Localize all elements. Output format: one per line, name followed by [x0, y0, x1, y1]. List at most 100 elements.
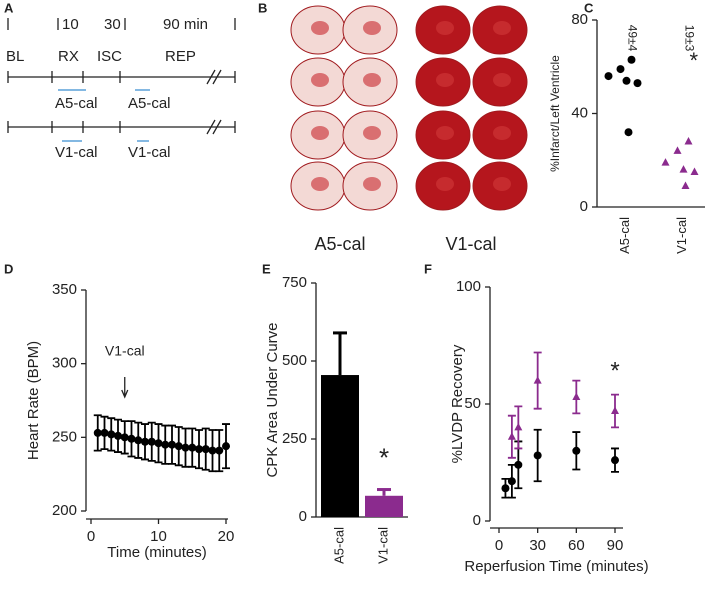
data-point [684, 137, 693, 145]
slice-lumen [311, 21, 329, 35]
timeline-ticks [7, 119, 236, 135]
data-point [215, 446, 224, 455]
x-tick-label: 60 [568, 537, 585, 554]
data-point [572, 446, 581, 455]
y-tick-label: 0 [473, 512, 481, 529]
data-point [572, 392, 581, 400]
data-point [673, 146, 682, 154]
y-axis-title: %Infarct/Left Ventricle [548, 55, 562, 172]
data-point [168, 440, 176, 449]
data-point [208, 446, 217, 455]
phase: BL [6, 48, 24, 65]
protocol-diagram: A 10 30 90 min BL RX ISC REP A5-cal A5-c… [4, 0, 236, 161]
row-label: A5-cal [128, 95, 171, 112]
duration: 30 [104, 16, 121, 33]
data-point [114, 431, 122, 440]
data-point [100, 428, 109, 437]
slice-lumen [311, 73, 329, 87]
data-point [622, 76, 631, 85]
significance: * [379, 442, 389, 472]
row-label: A5-cal [55, 95, 98, 112]
slice-lumen [363, 177, 381, 191]
row-label: V1-cal [128, 144, 171, 161]
annotation: 19±3 [682, 25, 696, 52]
data-point [507, 477, 516, 486]
annotation: 49±4 [625, 25, 639, 52]
data-point [690, 167, 699, 175]
annotation: V1-cal [105, 343, 145, 359]
y-axis-title: Heart Rate (BPM) [25, 341, 42, 460]
duration: 10 [62, 16, 79, 33]
y-tick-label: 200 [52, 502, 77, 519]
data-point [222, 442, 230, 451]
y-tick-label: 350 [52, 281, 77, 298]
significance: * [610, 357, 619, 384]
data-point [679, 165, 688, 173]
data-point [616, 65, 625, 74]
data-point [181, 443, 190, 452]
data-point [624, 128, 633, 137]
data-point [533, 451, 542, 460]
data-point [681, 181, 690, 189]
x-tick-label: A5-cal [331, 527, 346, 564]
protocol-row: V1-cal V1-cal [7, 119, 236, 161]
x-tick-label: A5-cal [617, 217, 632, 254]
y-tick-label: 0 [580, 198, 588, 215]
data-point [611, 406, 619, 415]
slice-lumen [436, 177, 454, 191]
slice-lumen [363, 73, 381, 87]
slice-lumen [363, 21, 381, 35]
x-tick-label: 90 [607, 537, 624, 554]
data-point [141, 437, 149, 446]
slice-lumen [493, 73, 511, 87]
bar [365, 495, 403, 517]
slice-lumen [436, 126, 454, 140]
y-tick-label: 50 [464, 395, 481, 412]
panel-label: A [4, 0, 14, 15]
phase: RX [58, 48, 79, 65]
x-tick-label: V1-cal [375, 527, 390, 564]
bar [321, 375, 359, 517]
panel-label: B [258, 0, 267, 15]
heart-photo: B A5-cal V1-cal [258, 0, 528, 254]
significance: * [690, 48, 699, 73]
data-point [533, 376, 542, 384]
y-tick-label: 80 [571, 11, 588, 28]
y-tick-label: 750 [282, 274, 307, 291]
data-point [154, 439, 163, 448]
slice-lumen [311, 177, 329, 191]
data-point [127, 434, 136, 443]
panel-label: C [584, 0, 594, 15]
x-tick-label: 10 [150, 528, 167, 545]
data-point [161, 440, 170, 449]
data-point [514, 460, 523, 469]
y-tick-label: 250 [282, 430, 307, 447]
slice-lumen [311, 126, 329, 140]
photo-caption: V1-cal [445, 234, 496, 254]
panel-label: D [4, 261, 13, 276]
timeline-ticks [7, 69, 236, 85]
data-point [174, 442, 183, 451]
data-point [611, 456, 619, 465]
data-point [604, 72, 613, 81]
data-point [134, 436, 143, 445]
protocol-row: A5-cal A5-cal [7, 69, 236, 112]
phase: REP [165, 48, 196, 65]
data-point [501, 484, 510, 493]
y-tick-label: 100 [456, 278, 481, 295]
y-tick-label: 500 [282, 352, 307, 369]
panel-label: E [262, 261, 271, 276]
y-tick-label: 300 [52, 355, 77, 372]
x-tick-label: 20 [218, 528, 235, 545]
slice-lumen [436, 73, 454, 87]
data-point [120, 433, 129, 442]
x-tick-label: 0 [495, 537, 503, 554]
data-point [507, 432, 516, 440]
slice-lumen [363, 126, 381, 140]
y-tick-label: 250 [52, 428, 77, 445]
x-axis-title: Reperfusion Time (minutes) [464, 558, 648, 575]
data-point [633, 79, 642, 88]
x-tick-label: 0 [87, 528, 95, 545]
phase: ISC [97, 48, 122, 65]
